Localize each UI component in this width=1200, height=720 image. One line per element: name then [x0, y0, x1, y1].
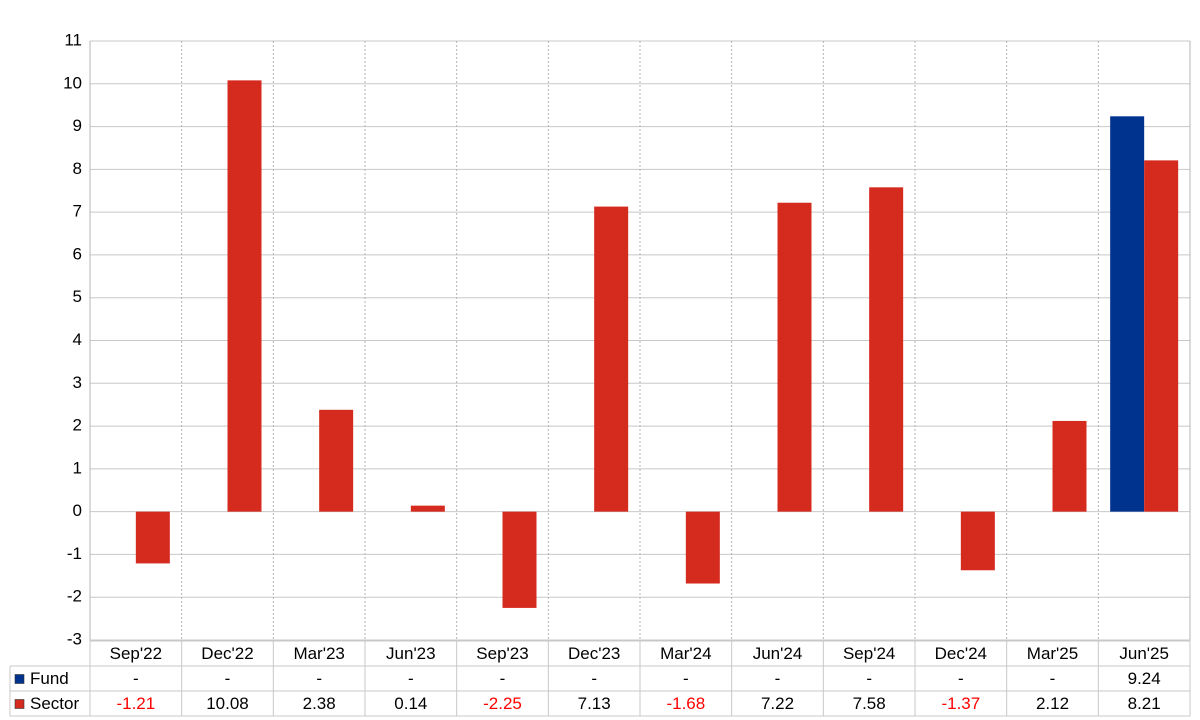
y-tick-label: 11: [64, 30, 82, 49]
bar: [1144, 160, 1179, 512]
y-tick-label: 5: [73, 287, 82, 306]
bar: [1110, 116, 1145, 512]
bar: [227, 80, 262, 512]
data-label: -: [408, 669, 414, 688]
bar: [502, 511, 537, 608]
bar: [319, 409, 354, 512]
data-label: -: [591, 669, 597, 688]
data-label: -1.68: [666, 694, 705, 713]
legend-swatch: [14, 674, 25, 684]
data-label: -1.37: [941, 694, 980, 713]
data-label: 2.38: [303, 694, 336, 713]
bar: [869, 187, 904, 512]
y-tick-label: 1: [73, 458, 82, 477]
y-tick-label: 10: [63, 73, 82, 92]
data-label: -: [958, 669, 964, 688]
data-label: -: [683, 669, 689, 688]
bar: [777, 202, 812, 512]
x-tick-label: Sep'24: [843, 644, 895, 663]
data-label: 10.08: [206, 694, 249, 713]
data-label: 7.13: [578, 694, 611, 713]
data-label: 0.14: [394, 694, 427, 713]
bar: [594, 206, 629, 512]
data-label: 9.24: [1128, 669, 1161, 688]
x-tick-label: Mar'23: [293, 644, 344, 663]
legend-label: Sector: [30, 694, 79, 713]
x-tick-label: Dec'24: [935, 644, 987, 663]
y-tick-label: 6: [73, 244, 82, 263]
bar: [1052, 420, 1087, 512]
y-tick-label: 2: [73, 416, 82, 435]
data-label: -: [1050, 669, 1056, 688]
data-label: -: [225, 669, 231, 688]
data-label: 2.12: [1036, 694, 1069, 713]
y-tick-label: 4: [73, 330, 82, 349]
data-label: -: [500, 669, 506, 688]
y-tick-label: 7: [73, 202, 82, 221]
y-tick-label: -2: [67, 587, 82, 606]
y-tick-label: 8: [73, 159, 82, 178]
legend-swatch: [14, 699, 25, 709]
bar: [685, 511, 720, 584]
data-label: 7.58: [853, 694, 886, 713]
data-label: -: [316, 669, 322, 688]
data-label: -: [866, 669, 872, 688]
x-tick-label: Dec'23: [568, 644, 620, 663]
x-tick-label: Sep'22: [110, 644, 162, 663]
legend-label: Fund: [30, 669, 69, 688]
x-tick-label: Dec'22: [201, 644, 253, 663]
y-tick-label: 3: [73, 373, 82, 392]
data-label: -: [775, 669, 781, 688]
x-tick-label: Jun'24: [753, 644, 803, 663]
x-tick-label: Sep'23: [476, 644, 528, 663]
x-tick-label: Mar'25: [1027, 644, 1078, 663]
data-label: -1.21: [116, 694, 155, 713]
bar: [410, 505, 445, 512]
x-tick-label: Jun'23: [386, 644, 436, 663]
y-tick-label: -1: [67, 544, 82, 563]
y-tick-label: 0: [73, 501, 82, 520]
data-label: 7.22: [761, 694, 794, 713]
x-tick-label: Jun'25: [1119, 644, 1169, 663]
data-label: -: [133, 669, 139, 688]
y-tick-label: 9: [73, 116, 82, 135]
bar: [135, 511, 170, 564]
data-label: -2.25: [483, 694, 522, 713]
bar: [960, 511, 995, 571]
data-label: 8.21: [1128, 694, 1161, 713]
y-tick-label: -3: [67, 629, 82, 648]
x-tick-label: Mar'24: [660, 644, 711, 663]
